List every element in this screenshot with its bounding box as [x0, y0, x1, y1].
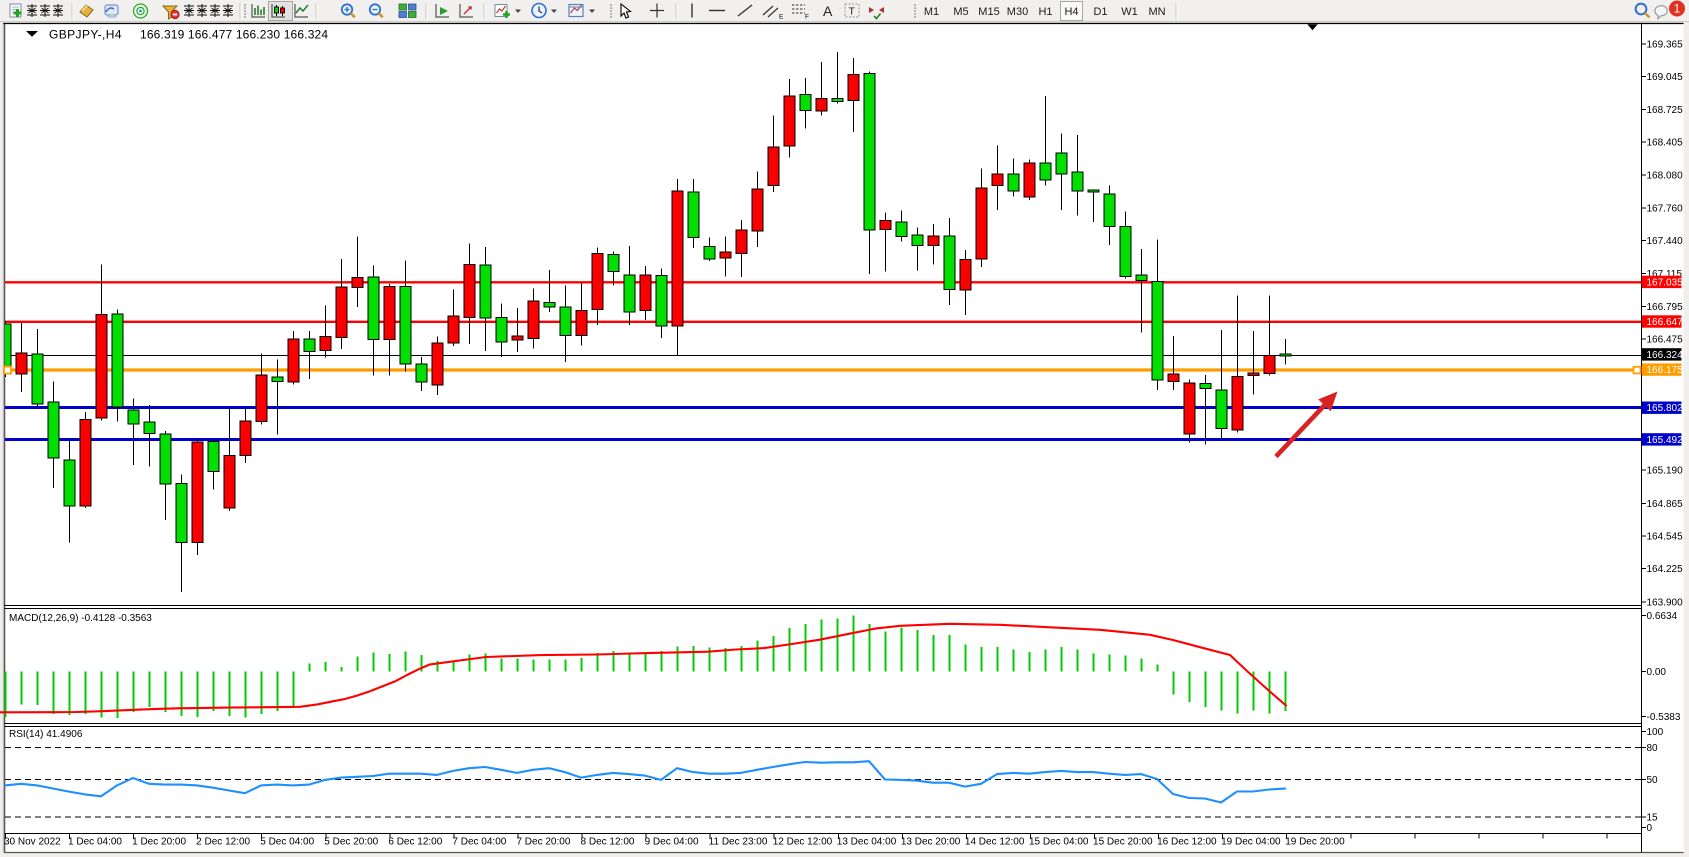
svg-text:M5: M5	[953, 6, 968, 18]
svg-text:D1: D1	[1093, 6, 1107, 18]
svg-text:E: E	[779, 14, 784, 21]
svg-text:1: 1	[1674, 4, 1680, 16]
svg-text:15: 15	[1647, 813, 1659, 824]
svg-text:MACD(12,26,9) -0.4128 -0.3563: MACD(12,26,9) -0.4128 -0.3563	[9, 613, 152, 624]
svg-text:100: 100	[1647, 727, 1664, 738]
svg-text:7 Dec 04:00: 7 Dec 04:00	[452, 837, 506, 848]
svg-text:12 Dec 12:00: 12 Dec 12:00	[773, 837, 833, 848]
svg-text:19 Dec 04:00: 19 Dec 04:00	[1221, 837, 1281, 848]
svg-text:166.475: 166.475	[1647, 335, 1684, 346]
svg-text:164.545: 164.545	[1647, 532, 1684, 543]
svg-text:163.900: 163.900	[1647, 597, 1684, 608]
svg-text:GBPJPY-,H4: GBPJPY-,H4	[49, 28, 122, 42]
svg-text:M15: M15	[978, 6, 999, 18]
svg-text:167.760: 167.760	[1647, 203, 1684, 214]
svg-text:166.319 166.477 166.230 166.32: 166.319 166.477 166.230 166.324	[140, 28, 328, 42]
svg-text:168.405: 168.405	[1647, 138, 1684, 149]
svg-text:80: 80	[1647, 743, 1659, 754]
svg-text:7 Dec 20:00: 7 Dec 20:00	[516, 837, 570, 848]
svg-text:14 Dec 12:00: 14 Dec 12:00	[965, 837, 1025, 848]
svg-text:165.492: 165.492	[1647, 435, 1684, 446]
svg-text:H4: H4	[1064, 6, 1078, 18]
svg-text:169.045: 169.045	[1647, 72, 1684, 83]
svg-text:H1: H1	[1038, 6, 1052, 18]
svg-text:168.725: 168.725	[1647, 105, 1684, 116]
svg-text:169.365: 169.365	[1647, 40, 1684, 51]
svg-text:M1: M1	[924, 6, 939, 18]
svg-text:166.795: 166.795	[1647, 302, 1684, 313]
svg-text:168.080: 168.080	[1647, 171, 1684, 182]
svg-text:13 Dec 20:00: 13 Dec 20:00	[901, 837, 961, 848]
svg-text:0.00: 0.00	[1647, 667, 1667, 678]
svg-text:19 Dec 20:00: 19 Dec 20:00	[1285, 837, 1345, 848]
svg-text:164.865: 164.865	[1647, 499, 1684, 510]
svg-text:15 Dec 04:00: 15 Dec 04:00	[1029, 837, 1089, 848]
svg-text:MN: MN	[1148, 6, 1165, 18]
svg-text:-0.5383: -0.5383	[1647, 712, 1681, 723]
svg-text:RSI(14) 41.4906: RSI(14) 41.4906	[9, 729, 83, 740]
svg-text:8 Dec 12:00: 8 Dec 12:00	[581, 837, 635, 848]
svg-text:165.190: 165.190	[1647, 466, 1684, 477]
svg-text:5 Dec 20:00: 5 Dec 20:00	[324, 837, 378, 848]
svg-text:1 Dec 04:00: 1 Dec 04:00	[68, 837, 122, 848]
svg-text:166.647: 166.647	[1647, 317, 1684, 328]
svg-text:T: T	[849, 6, 856, 18]
svg-text:W1: W1	[1121, 6, 1138, 18]
svg-text:15 Dec 20:00: 15 Dec 20:00	[1093, 837, 1153, 848]
svg-text:0: 0	[1647, 823, 1653, 834]
svg-text:167.115: 167.115	[1647, 269, 1683, 280]
svg-text:166.324: 166.324	[1647, 350, 1684, 361]
svg-text:30 Nov 2022: 30 Nov 2022	[4, 837, 61, 848]
svg-text:9 Dec 04:00: 9 Dec 04:00	[645, 837, 699, 848]
svg-text:0.6634: 0.6634	[1647, 611, 1678, 622]
svg-text:A: A	[823, 3, 833, 19]
svg-text:166.175: 166.175	[1647, 365, 1684, 376]
svg-text:13 Dec 04:00: 13 Dec 04:00	[837, 837, 897, 848]
svg-text:F: F	[805, 14, 809, 21]
svg-text:5 Dec 04:00: 5 Dec 04:00	[260, 837, 314, 848]
svg-text:167.035: 167.035	[1647, 277, 1684, 288]
svg-text:50: 50	[1647, 775, 1659, 786]
svg-text:11 Dec 23:00: 11 Dec 23:00	[709, 837, 768, 848]
svg-text:M30: M30	[1007, 6, 1028, 18]
svg-text:165.802: 165.802	[1647, 403, 1684, 414]
svg-text:164.225: 164.225	[1647, 564, 1684, 575]
svg-text:167.440: 167.440	[1647, 236, 1684, 247]
svg-text:2 Dec 12:00: 2 Dec 12:00	[196, 837, 250, 848]
svg-text:6 Dec 12:00: 6 Dec 12:00	[388, 837, 442, 848]
svg-text:1 Dec 20:00: 1 Dec 20:00	[132, 837, 186, 848]
svg-text:16 Dec 12:00: 16 Dec 12:00	[1157, 837, 1217, 848]
